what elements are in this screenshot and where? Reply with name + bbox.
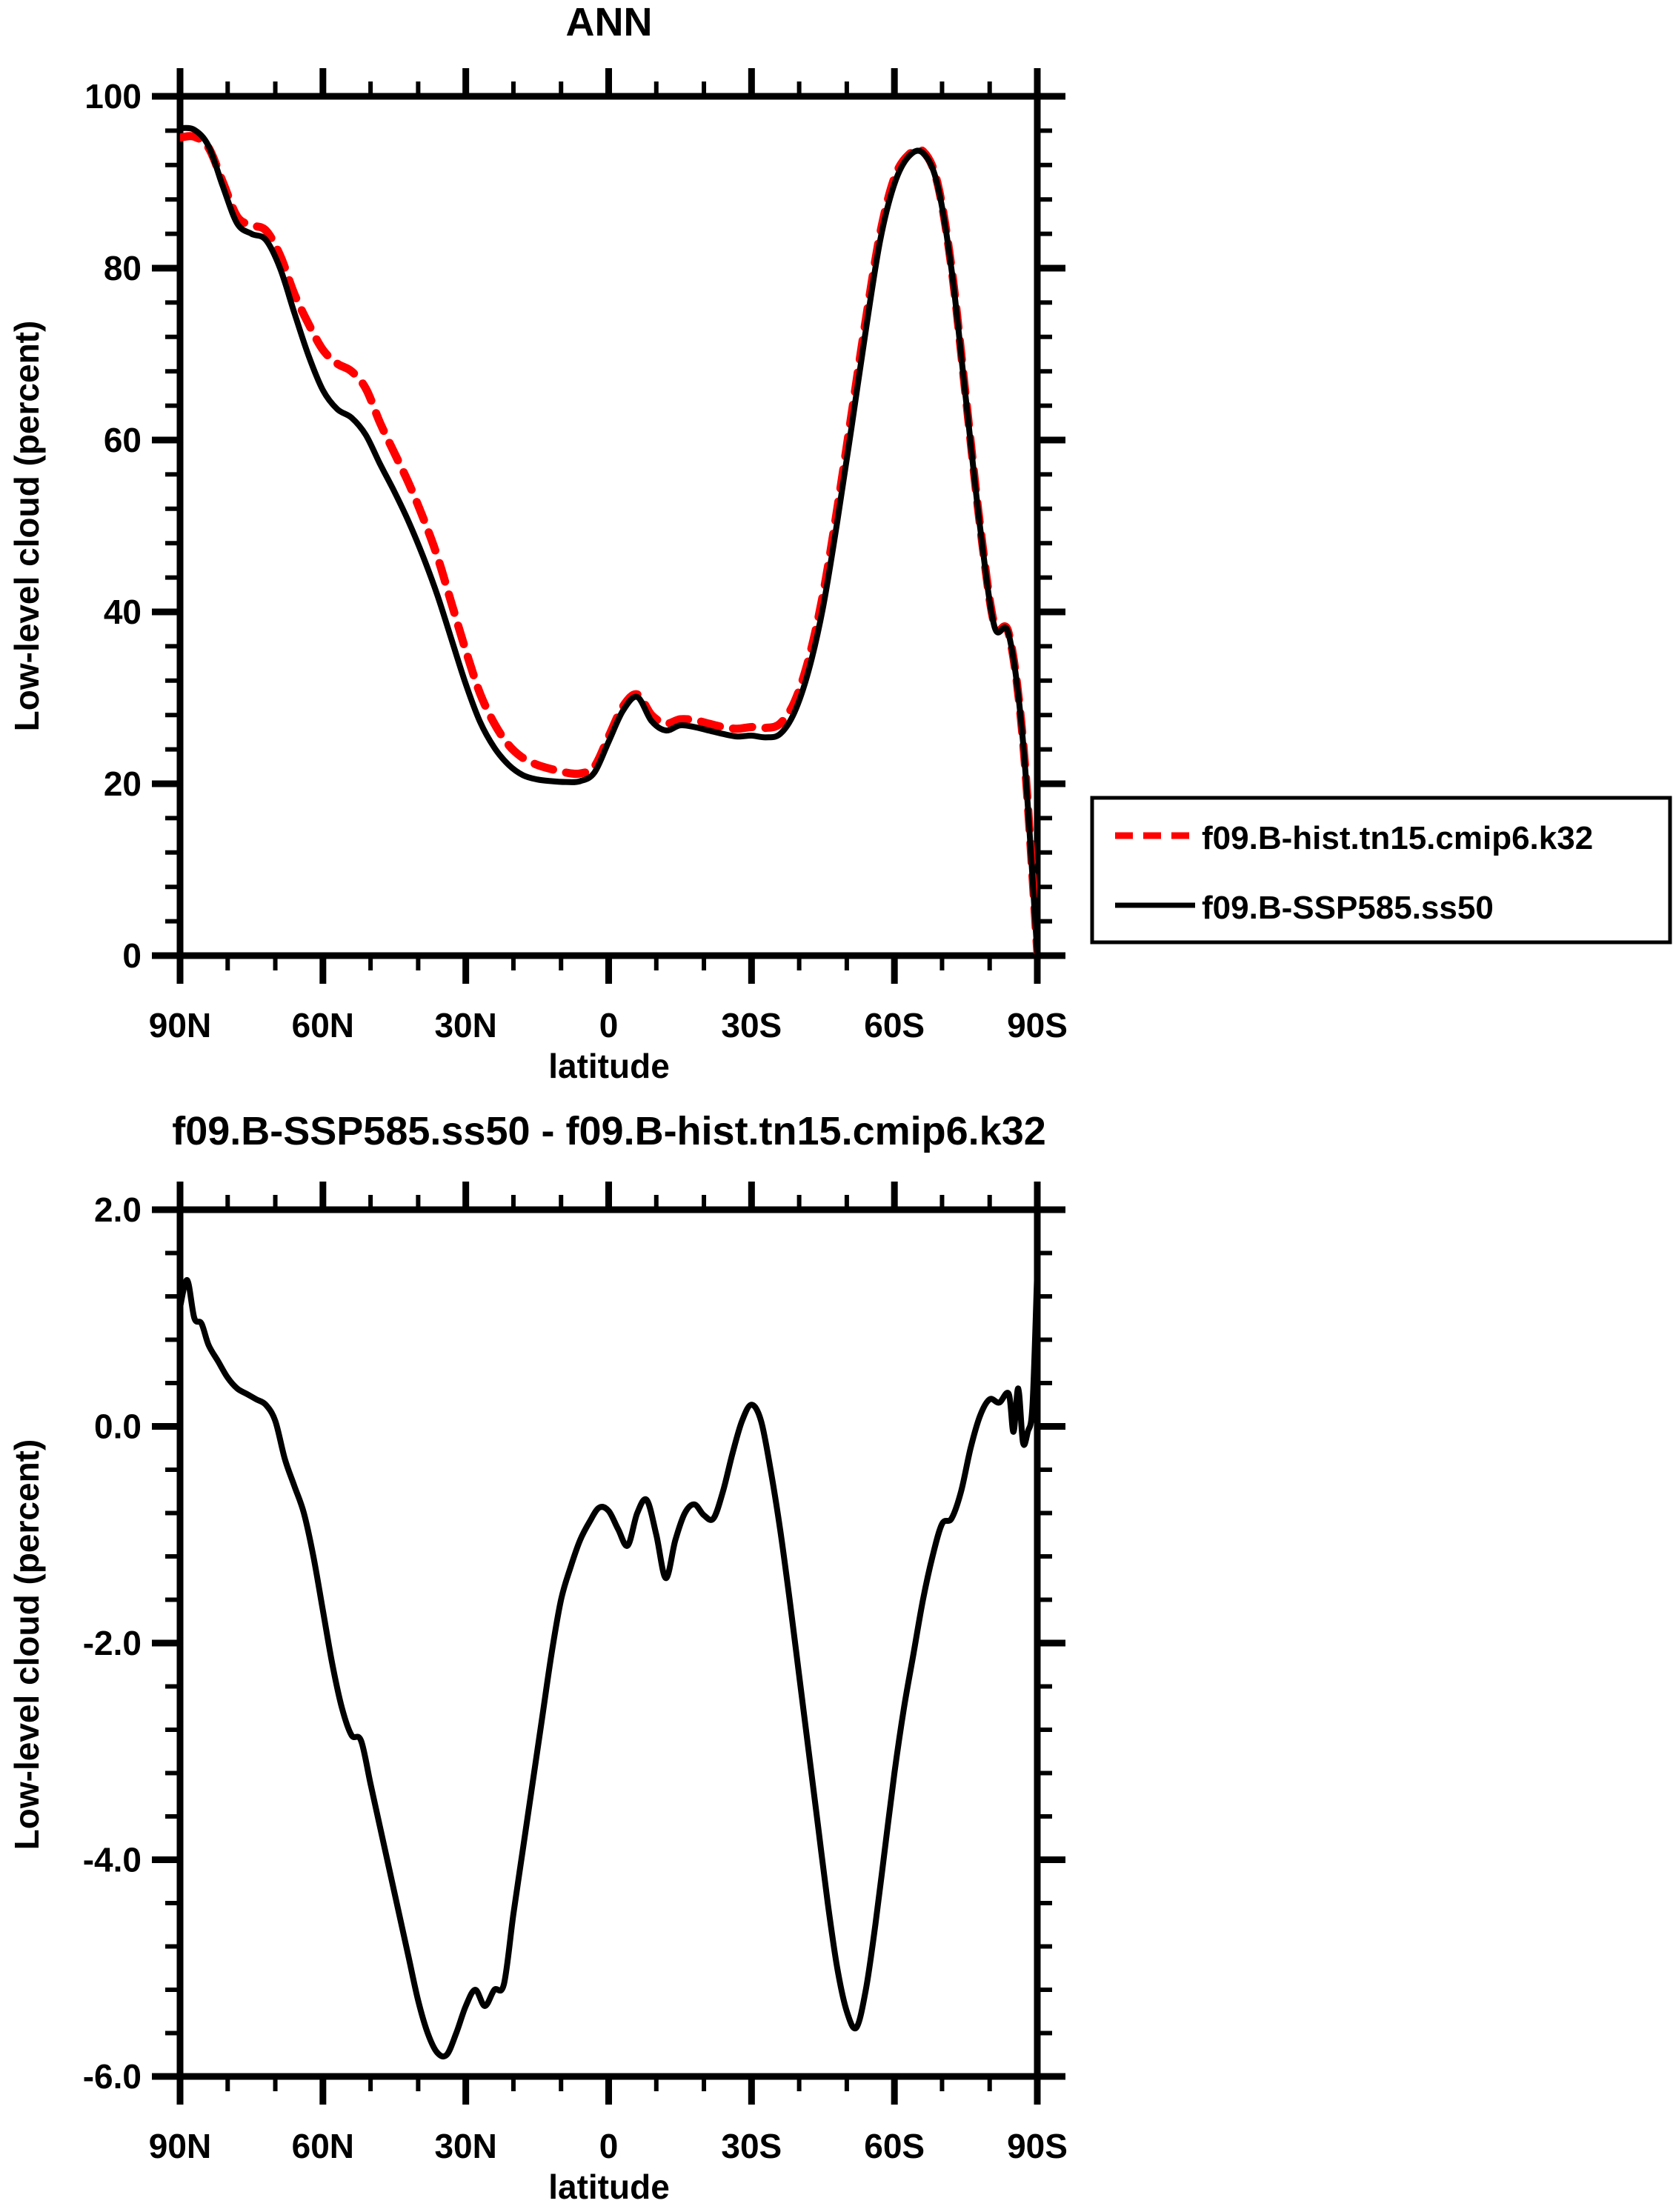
legend-label-ssp585: f09.B-SSP585.ss50 [1202,890,1494,926]
x-tick-label: 0 [599,1006,619,1045]
y-tick-label: 2.0 [94,1190,142,1229]
y-tick-label: 20 [104,764,142,803]
y-tick-label: 80 [104,249,142,287]
bottom-panel-x-tick-labels: 90N 60N 30N 0 30S 60S 90S [149,2127,1068,2165]
top-panel-curves [180,124,1037,956]
legend[interactable]: f09.B-hist.tn15.cmip6.k32 f09.B-SSP585.s… [1090,796,1672,945]
x-tick-label: 90S [1007,1006,1068,1045]
series-line-1 [180,124,1037,956]
x-tick-label: 60N [292,2127,354,2165]
y-tick-label: -2.0 [83,1624,142,1662]
bottom-panel-y-axis-label: Low-level cloud (percent) [7,1439,46,1850]
bottom-panel-title: f09.B-SSP585.ss50 - f09.B-hist.tn15.cmip… [172,1109,1046,1153]
x-tick-label: 90N [149,2127,211,2165]
bottom-panel-curves [180,1266,1037,2060]
bottom-panel-y-tick-labels: -6.0 -4.0 -2.0 0.0 2.0 [83,1190,142,2096]
top-panel-y-axis-label: Low-level cloud (percent) [7,321,46,732]
top-panel-x-axis-label: latitude [548,1047,670,1085]
top-panel-y-tick-labels: 0 20 40 60 80 100 [84,77,142,975]
y-tick-label: -4.0 [83,1841,142,1879]
x-tick-label: 60S [864,1006,925,1045]
x-tick-label: 60S [864,2127,925,2165]
x-tick-label: 30N [434,1006,496,1045]
top-panel-title: ANN [566,0,653,44]
x-tick-label: 30S [721,1006,782,1045]
legend-label-hist: f09.B-hist.tn15.cmip6.k32 [1202,820,1593,856]
x-tick-label: 60N [292,1006,354,1045]
legend-entry-ssp585[interactable]: f09.B-SSP585.ss50 [1115,890,1494,926]
bottom-panel: -6.0 -4.0 -2.0 0.0 2.0 90N 60N 30N 0 30S 60S 90S f… [7,1109,1068,2206]
x-tick-label: 30N [434,2127,496,2165]
top-panel: 0 20 40 60 80 100 90N 60N 30N 0 30S 60S 90S ANN lat… [7,0,1068,1085]
bottom-panel-x-axis-label: latitude [548,2168,670,2206]
series-line-0 [180,1266,1037,2060]
y-tick-label: 0 [122,936,142,975]
y-tick-label: 100 [84,77,142,116]
top-panel-x-tick-labels: 90N 60N 30N 0 30S 60S 90S [149,1006,1068,1045]
x-tick-label: 90S [1007,2127,1068,2165]
top-panel-ticks [152,68,1065,984]
bottom-panel-ticks [152,1182,1065,2105]
y-tick-label: 60 [104,421,142,459]
y-tick-label: 40 [104,593,142,631]
legend-box [1090,796,1672,945]
x-tick-label: 90N [149,1006,211,1045]
x-tick-label: 0 [599,2127,619,2165]
x-tick-label: 30S [721,2127,782,2165]
y-tick-label: 0.0 [94,1408,142,1446]
y-tick-label: -6.0 [83,2057,142,2096]
legend-entry-hist[interactable]: f09.B-hist.tn15.cmip6.k32 [1115,820,1593,856]
